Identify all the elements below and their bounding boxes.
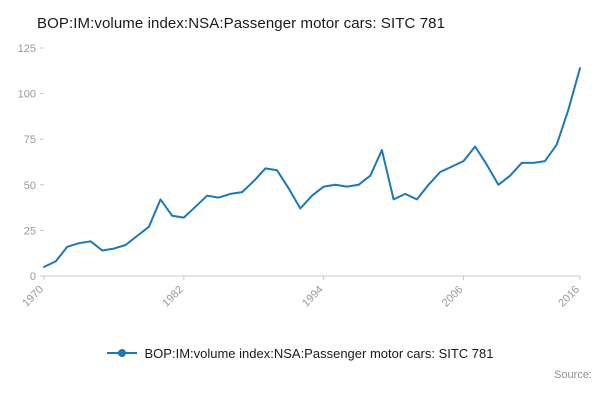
svg-text:0: 0 [30, 271, 36, 283]
source-label: Source: [554, 369, 592, 381]
svg-text:100: 100 [18, 89, 36, 101]
svg-text:1994: 1994 [300, 284, 326, 310]
legend: BOP:IM:volume index:NSA:Passenger motor … [0, 341, 600, 365]
legend-label: BOP:IM:volume index:NSA:Passenger motor … [144, 345, 494, 361]
svg-text:1970: 1970 [20, 284, 46, 310]
line-chart: 0 25 50 75 100 125 1970 1982 1994 2006 2016 [18, 43, 582, 310]
svg-text:2016: 2016 [556, 284, 582, 310]
svg-text:1982: 1982 [160, 284, 186, 310]
legend-item[interactable]: BOP:IM:volume index:NSA:Passenger motor … [106, 345, 494, 361]
svg-text:25: 25 [24, 225, 36, 237]
svg-text:2006: 2006 [440, 284, 466, 310]
legend-marker-dot [117, 348, 126, 357]
svg-text:125: 125 [18, 43, 36, 55]
svg-text:50: 50 [24, 180, 36, 192]
line-series-icon [106, 348, 137, 358]
svg-text:75: 75 [24, 134, 36, 146]
chart-title: BOP:IM:volume index:NSA:Passenger motor … [37, 15, 446, 32]
